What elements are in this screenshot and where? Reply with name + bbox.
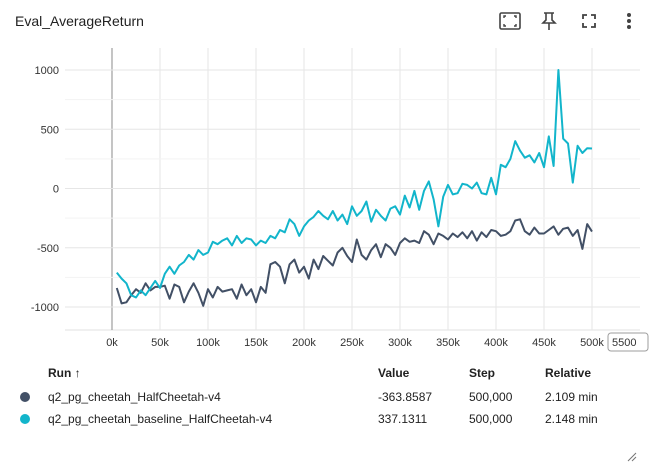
x-tick-label: 450k <box>532 337 556 349</box>
y-tick-label: -500 <box>37 243 59 255</box>
run-value: 337.1311 <box>378 412 428 426</box>
pin-icon[interactable] <box>537 9 561 33</box>
x-tick-label: 100k <box>196 337 220 349</box>
x-tick-label: 50k <box>151 337 169 349</box>
series-color-dot <box>20 392 30 402</box>
fit-domain-icon[interactable] <box>498 9 522 33</box>
y-tick-label: -1000 <box>31 302 59 314</box>
legend-header-relative[interactable]: Relative <box>545 366 592 380</box>
legend-row[interactable]: q2_pg_cheetah_baseline_HalfCheetah-v4 33… <box>0 408 653 430</box>
fullscreen-icon[interactable] <box>577 9 601 33</box>
x-tick-label: 150k <box>244 337 268 349</box>
x-tick-label: 500k <box>580 337 604 349</box>
x-tick-label: 300k <box>388 337 412 349</box>
legend-header-run[interactable]: Run ↑ <box>48 366 81 380</box>
more-vert-icon[interactable] <box>617 9 641 33</box>
run-step: 500,000 <box>469 390 513 404</box>
run-step: 500,000 <box>469 412 513 426</box>
x-tick-label: 200k <box>292 337 316 349</box>
run-relative: 2.148 min <box>545 412 598 426</box>
resize-handle-icon[interactable] <box>627 452 637 462</box>
run-value: -363.8587 <box>378 390 433 404</box>
x-tick-label: 250k <box>340 337 364 349</box>
series-color-dot <box>20 414 30 424</box>
x-tick-label: 350k <box>436 337 460 349</box>
x-edge-label-box <box>607 332 649 352</box>
chart-plot[interactable]: 0k 50k 100k 150k 200k 250k 300k 350k 400k 450k 500… <box>0 40 653 360</box>
y-tick-label: 500 <box>41 124 59 136</box>
tick-labels: 0k 50k 100k 150k 200k 250k 300k 350k 400k 450k 500… <box>31 65 649 352</box>
run-relative: 2.109 min <box>545 390 598 404</box>
legend-header-value[interactable]: Value <box>378 366 410 380</box>
run-name: q2_pg_cheetah_baseline_HalfCheetah-v4 <box>48 412 273 426</box>
chart-title: Eval_AverageReturn <box>15 13 144 29</box>
grid-lines <box>65 48 640 331</box>
legend-header-step[interactable]: Step <box>469 366 496 380</box>
legend-row[interactable]: q2_pg_cheetah_HalfCheetah-v4 -363.8587 5… <box>0 386 653 408</box>
y-tick-label: 0 <box>53 184 59 196</box>
x-tick-label: 0k <box>106 337 118 349</box>
series-line-2 <box>116 69 593 299</box>
y-tick-label: 1000 <box>35 65 59 77</box>
series-layer <box>115 69 593 307</box>
series-line-1 <box>115 218 593 307</box>
run-name: q2_pg_cheetah_HalfCheetah-v4 <box>48 390 221 404</box>
x-edge-label: 5500 <box>612 337 636 349</box>
x-tick-label: 400k <box>484 337 508 349</box>
